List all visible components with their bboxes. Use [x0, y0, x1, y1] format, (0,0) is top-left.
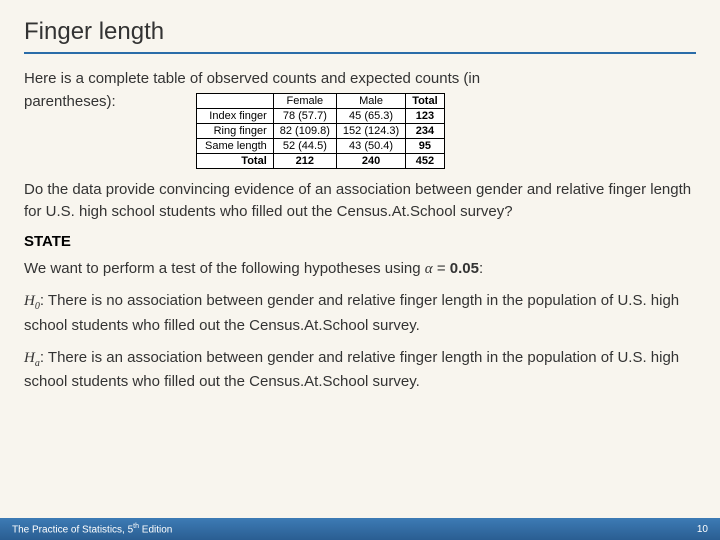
row-label: Ring finger	[197, 124, 274, 139]
table-header-row: Female Male Total	[197, 94, 445, 109]
intro-line2: parentheses):	[24, 91, 184, 112]
page-number: 10	[697, 524, 708, 535]
state-label: STATE	[24, 233, 696, 250]
footer-text-a: The Practice of Statistics, 5	[12, 524, 133, 535]
hypothesis-intro: We want to perform a test of the followi…	[24, 258, 696, 281]
ha-symbol: H	[24, 350, 35, 366]
cell: 95	[406, 139, 444, 154]
alt-hypothesis: Ha: There is an association between gend…	[24, 347, 696, 393]
ha-text: : There is an association between gender…	[24, 349, 679, 391]
cell: 452	[406, 154, 444, 169]
cell: 52 (44.5)	[273, 139, 336, 154]
table-row: Index finger 78 (57.7) 45 (65.3) 123	[197, 109, 445, 124]
cell: 234	[406, 124, 444, 139]
cell: 78 (57.7)	[273, 109, 336, 124]
h0-text: : There is no association between gender…	[24, 292, 679, 334]
alpha-value: 0.05	[450, 260, 479, 277]
hyp-intro-prefix: We want to perform a test of the followi…	[24, 260, 425, 277]
alpha-symbol: α	[425, 261, 433, 277]
cell: 240	[336, 154, 405, 169]
table-row-total: Total 212 240 452	[197, 154, 445, 169]
cell: 152 (124.3)	[336, 124, 405, 139]
table-row: Same length 52 (44.5) 43 (50.4) 95	[197, 139, 445, 154]
table-row: Ring finger 82 (109.8) 152 (124.3) 234	[197, 124, 445, 139]
row-label: Total	[197, 154, 274, 169]
row-label: Index finger	[197, 109, 274, 124]
page-title: Finger length	[24, 18, 696, 54]
intro-line1: Here is a complete table of observed cou…	[24, 68, 696, 89]
cell: 212	[273, 154, 336, 169]
cell: 82 (109.8)	[273, 124, 336, 139]
table-corner	[197, 94, 274, 109]
cell: 43 (50.4)	[336, 139, 405, 154]
col-female: Female	[273, 94, 336, 109]
intro-block: Here is a complete table of observed cou…	[24, 68, 696, 169]
footer-left: The Practice of Statistics, 5th Edition	[12, 523, 172, 535]
cell: 123	[406, 109, 444, 124]
h0-symbol: H	[24, 293, 35, 309]
col-male: Male	[336, 94, 405, 109]
col-total: Total	[406, 94, 444, 109]
data-table: Female Male Total Index finger 78 (57.7)…	[196, 93, 445, 169]
footer-text-c: Edition	[139, 524, 172, 535]
footer: The Practice of Statistics, 5th Edition …	[0, 518, 720, 540]
question-text: Do the data provide convincing evidence …	[24, 179, 696, 223]
null-hypothesis: H0: There is no association between gend…	[24, 290, 696, 336]
cell: 45 (65.3)	[336, 109, 405, 124]
row-label: Same length	[197, 139, 274, 154]
